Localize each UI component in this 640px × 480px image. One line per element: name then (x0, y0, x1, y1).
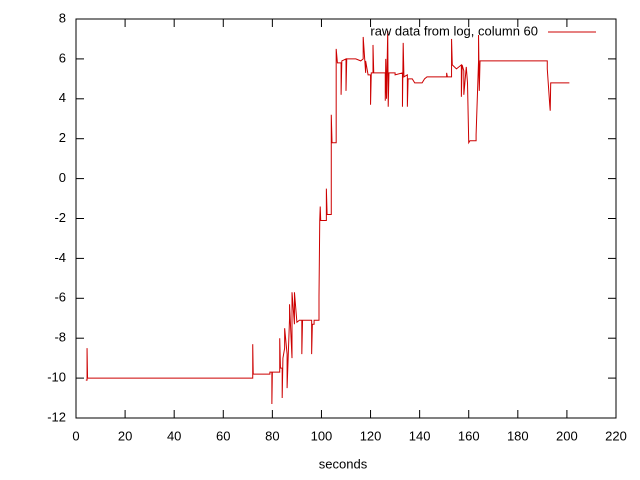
x-tick-label: 120 (360, 428, 382, 443)
x-tick-label: 60 (216, 428, 230, 443)
y-tick-label: 0 (59, 170, 66, 185)
x-tick-label: 80 (265, 428, 279, 443)
x-tick-label: 200 (556, 428, 578, 443)
x-axis-label: seconds (319, 456, 368, 471)
x-tick-label: 40 (167, 428, 181, 443)
y-tick-label: 6 (59, 50, 66, 65)
data-line (85, 30, 570, 405)
x-tick-label: 20 (118, 428, 132, 443)
x-tick-label: 160 (458, 428, 480, 443)
y-tick-label: 2 (59, 130, 66, 145)
y-tick-label: -12 (47, 409, 66, 424)
y-tick-label: 8 (59, 10, 66, 25)
y-tick-label: -4 (54, 250, 66, 265)
x-tick-label: 220 (605, 428, 627, 443)
legend-label: raw data from log, column 60 (370, 23, 538, 38)
y-tick-label: -10 (47, 370, 66, 385)
x-tick-label: 180 (507, 428, 529, 443)
x-tick-label: 100 (311, 428, 333, 443)
x-tick-label: 0 (72, 428, 79, 443)
x-tick-label: 140 (409, 428, 431, 443)
y-tick-label: -6 (54, 290, 66, 305)
y-tick-label: 4 (59, 90, 66, 105)
y-tick-label: -2 (54, 210, 66, 225)
y-tick-label: -8 (54, 330, 66, 345)
